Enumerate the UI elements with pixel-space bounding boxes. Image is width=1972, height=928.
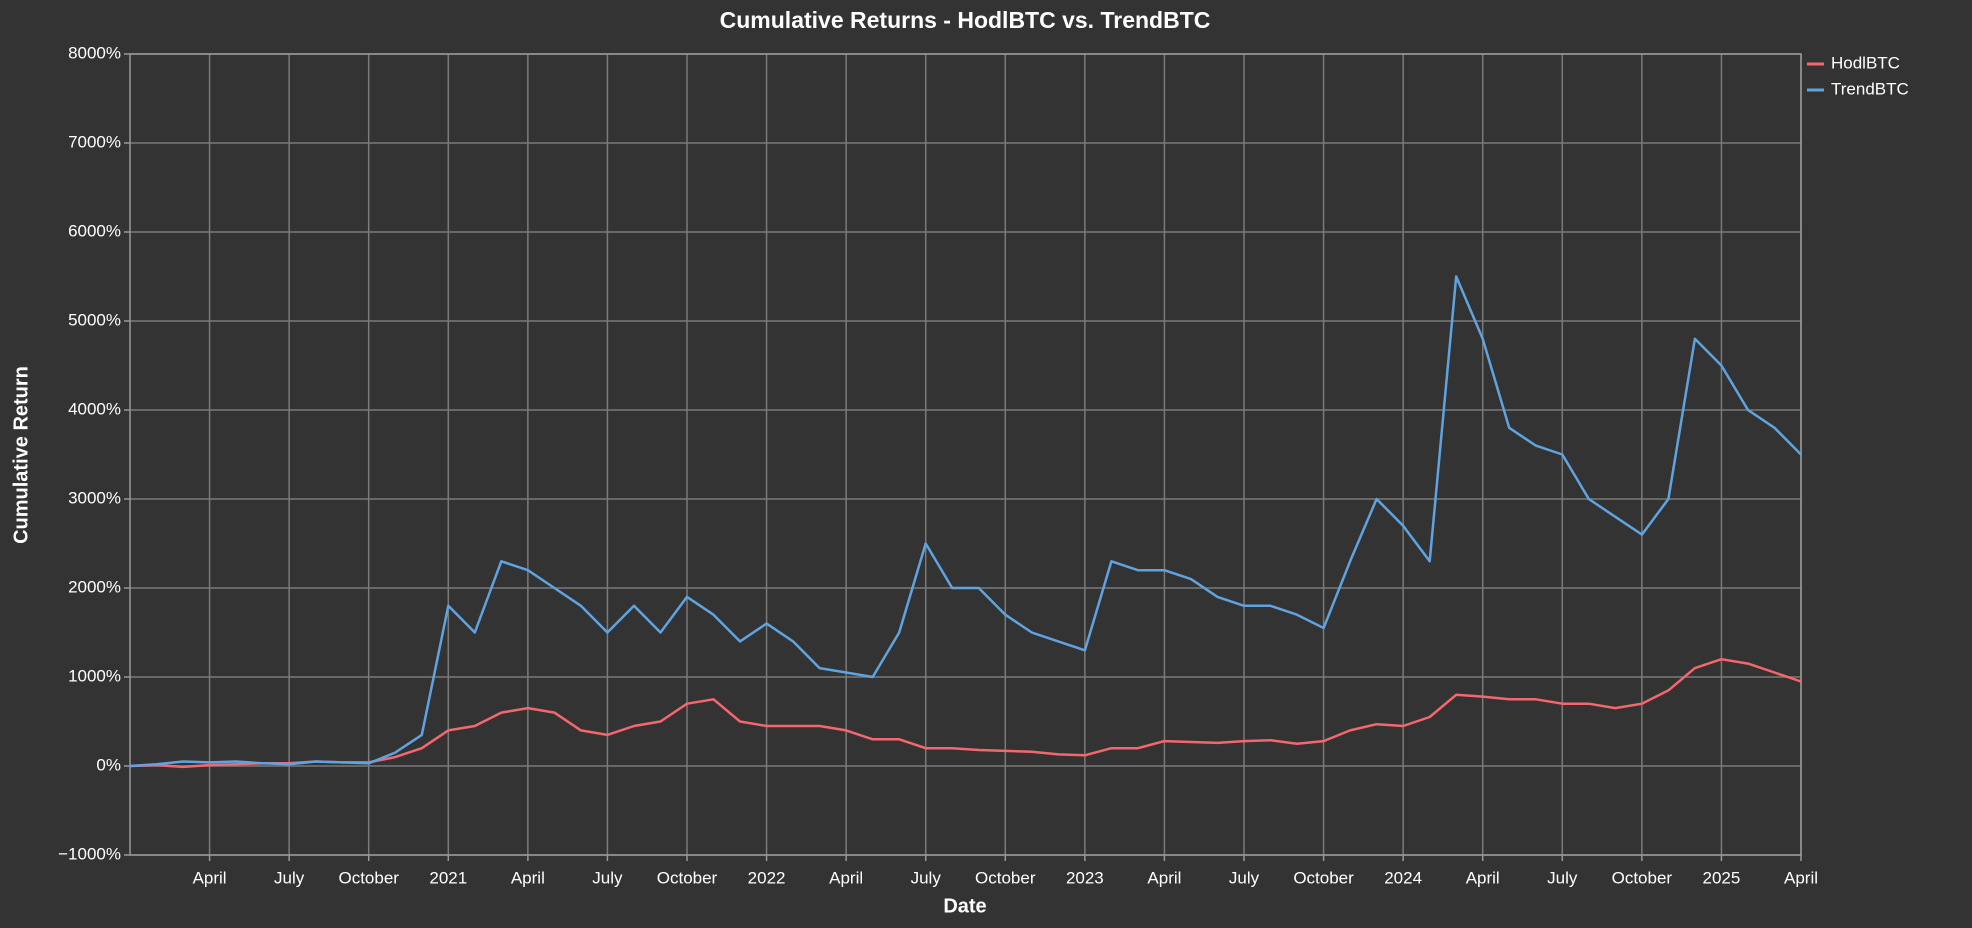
x-tick-label: April	[1147, 868, 1181, 887]
x-tick-label: July	[1229, 868, 1260, 887]
legend-label: HodlBTC	[1831, 53, 1900, 72]
x-tick-label: July	[274, 868, 305, 887]
x-tick-label: July	[911, 868, 942, 887]
x-tick-label: 2025	[1703, 868, 1741, 887]
y-tick-label: −1000%	[58, 844, 121, 863]
x-tick-label: April	[511, 868, 545, 887]
x-tick-label: April	[1784, 868, 1818, 887]
x-tick-label: October	[1293, 868, 1354, 887]
x-tick-label: October	[338, 868, 399, 887]
y-tick-label: 8000%	[68, 43, 121, 62]
x-axis-title: Date	[943, 895, 986, 917]
legend-label: TrendBTC	[1831, 79, 1909, 98]
y-axis-title: Cumulative Return	[10, 366, 32, 544]
x-tick-label: April	[193, 868, 227, 887]
y-tick-label: 1000%	[68, 666, 121, 685]
x-tick-label: July	[1547, 868, 1578, 887]
y-tick-label: 4000%	[68, 399, 121, 418]
x-tick-label: October	[975, 868, 1036, 887]
x-tick-label: 2024	[1384, 868, 1422, 887]
y-tick-label: 3000%	[68, 488, 121, 507]
y-tick-label: 0%	[96, 755, 121, 774]
x-tick-label: July	[592, 868, 623, 887]
x-tick-label: April	[829, 868, 863, 887]
plot-frame	[129, 53, 1802, 856]
grid	[130, 53, 1802, 856]
x-tick-label: 2022	[748, 868, 786, 887]
series-line	[129, 657, 1802, 769]
y-tick-label: 7000%	[68, 132, 121, 151]
x-tick-label: 2021	[429, 868, 467, 887]
x-tick-label: April	[1466, 868, 1500, 887]
y-tick-label: 2000%	[68, 577, 121, 596]
y-tick-label: 5000%	[68, 310, 121, 329]
chart-title: Cumulative Returns - HodlBTC vs. TrendBT…	[720, 7, 1211, 33]
x-tick-label: October	[1612, 868, 1673, 887]
series-line	[129, 275, 1802, 768]
x-tick-label: 2023	[1066, 868, 1104, 887]
y-tick-label: 6000%	[68, 221, 121, 240]
x-tick-label: October	[657, 868, 718, 887]
